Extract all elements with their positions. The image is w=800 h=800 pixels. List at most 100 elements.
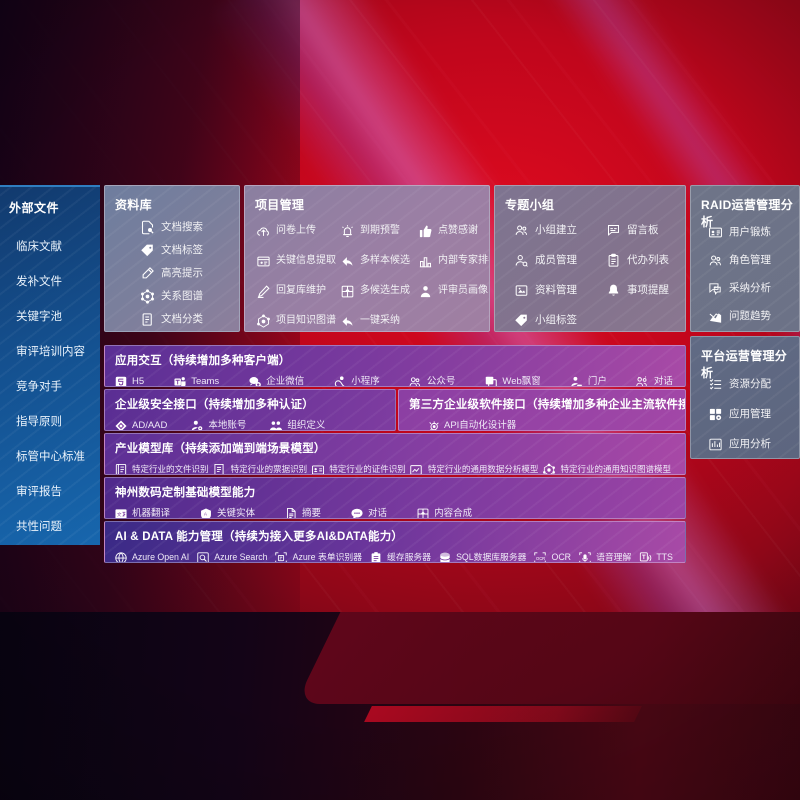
- item-cache-server[interactable]: 缓存服务器: [368, 550, 432, 563]
- item-teams[interactable]: Teams: [172, 374, 219, 386]
- item-label: AD/AAD: [132, 419, 168, 431]
- item-document-category[interactable]: 文档分类: [139, 308, 239, 331]
- item-app-manage[interactable]: 应用管理: [707, 399, 799, 429]
- azure-openai-icon: [113, 550, 128, 562]
- item-label: 特定行业的通用知识图谱模型: [560, 464, 671, 475]
- key-entity-icon: A: [198, 506, 213, 518]
- item-machine-translation[interactable]: 文 机器翻译: [113, 506, 170, 518]
- item-app-analysis[interactable]: 应用分析: [707, 429, 799, 458]
- item-project-knowledge-graph[interactable]: 项目知识图谱: [255, 308, 339, 331]
- item-label: 项目知识图谱: [276, 315, 336, 326]
- item-item-reminder[interactable]: 事项提醒: [605, 278, 685, 302]
- item-label: 特定行业的票据识别: [230, 464, 308, 475]
- item-role-manage[interactable]: 角色管理: [707, 246, 799, 274]
- item-content-synthesis[interactable]: 内容合成: [415, 506, 472, 518]
- item-expiry-alert[interactable]: 到期预警: [339, 218, 417, 244]
- panel-library-list: 文档搜索 文档标签 高亮提示 关系图谱 文档分类: [105, 216, 239, 331]
- sidebar-item-review-report[interactable]: 审评报告: [16, 486, 62, 498]
- item-key-entity[interactable]: A 关键实体: [198, 506, 255, 518]
- item-wecom[interactable]: 企业微信: [247, 374, 304, 386]
- role-manage-icon: [707, 252, 724, 269]
- item-relation-graph[interactable]: 关系图谱: [139, 285, 239, 308]
- sidebar-item-guiding-principles[interactable]: 指导原则: [16, 416, 62, 428]
- item-group-tag[interactable]: 小组标签: [513, 308, 605, 331]
- local-account-icon: [189, 418, 204, 430]
- summary-icon: [283, 506, 298, 518]
- item-label: 组织定义: [287, 419, 326, 431]
- item-highlight-hint[interactable]: 高亮提示: [139, 262, 239, 285]
- item-ocr[interactable]: OCR OCR: [532, 550, 571, 562]
- item-group-create[interactable]: 小组建立: [513, 218, 605, 242]
- item-user-training[interactable]: 用户锻炼: [707, 218, 799, 246]
- item-azure-openai[interactable]: Azure Open AI: [113, 550, 189, 562]
- item-resource-allocation[interactable]: 资源分配: [707, 369, 799, 399]
- item-web-float-window[interactable]: Web飘窗: [483, 374, 541, 386]
- item-multi-candidate-generation[interactable]: 多候选生成: [339, 278, 417, 304]
- item-reply-library-maintenance[interactable]: 回复库维护: [255, 278, 339, 304]
- document-category-icon: [139, 311, 156, 328]
- item-file-recognition[interactable]: 特定行业的文件识别: [113, 462, 209, 474]
- relation-graph-icon: [139, 288, 156, 305]
- item-azure-search[interactable]: Azure Search: [195, 550, 268, 563]
- sidebar-item-competitors[interactable]: 竞争对手: [16, 381, 62, 393]
- sidebar-item-supplement-file[interactable]: 发补文件: [16, 276, 62, 288]
- item-official-account[interactable]: 公众号: [408, 374, 455, 386]
- item-label: 问题趋势: [729, 309, 771, 322]
- item-label: 缓存服务器: [387, 552, 432, 563]
- sidebar-item-clinical-literature[interactable]: 临床文献: [16, 241, 62, 253]
- item-data-analysis-model[interactable]: 特定行业的通用数据分析模型: [409, 462, 538, 474]
- sidebar-list: 临床文献 发补文件 关键字池 审评培训内容 竞争对手 指导原则 标管中心标准 审…: [0, 230, 100, 545]
- item-thumbs-up-thanks[interactable]: 点赞感谢: [417, 218, 489, 244]
- svg-text:OCR: OCR: [536, 555, 545, 560]
- item-material-manage[interactable]: 资料管理: [513, 278, 605, 302]
- item-issue-trend[interactable]: 问题趋势: [707, 302, 799, 330]
- item-chat[interactable]: 对话: [349, 506, 387, 518]
- item-label: 应用管理: [729, 407, 771, 420]
- item-todo-list[interactable]: 代办列表: [605, 248, 685, 272]
- sidebar-item-keyword-pool[interactable]: 关键字池: [16, 311, 62, 323]
- item-message-board[interactable]: 留言板: [605, 218, 685, 242]
- item-sql-database[interactable]: SQL数据库服务器: [437, 550, 526, 562]
- item-miniprogram[interactable]: 小程序: [332, 374, 380, 386]
- item-knowledge-graph-model[interactable]: 特定行业的通用知识图谱模型: [541, 462, 671, 475]
- item-document-tag[interactable]: 文档标签: [139, 239, 239, 262]
- item-multi-sample-candidate[interactable]: 多样本候选: [339, 248, 417, 274]
- item-tts[interactable]: TTS: [637, 550, 673, 562]
- item-org-define[interactable]: 组织定义: [268, 418, 326, 431]
- item-azure-form-recognizer[interactable]: Azure 表单识别器: [274, 550, 362, 562]
- speech-understanding-icon: [577, 550, 592, 562]
- item-questionnaire-upload[interactable]: 问卷上传: [255, 218, 339, 244]
- sidebar-item-standards-center[interactable]: 标管中心标准: [16, 451, 85, 463]
- org-define-icon: [268, 418, 283, 430]
- data-analysis-model-icon: [409, 462, 424, 474]
- item-h5[interactable]: H5: [113, 374, 144, 386]
- item-label: 采纳分析: [729, 281, 771, 294]
- item-local-account[interactable]: 本地账号: [189, 418, 246, 430]
- item-receipt-recognition[interactable]: 特定行业的票据识别: [212, 462, 308, 475]
- item-summary[interactable]: 摘要: [283, 506, 321, 518]
- item-label: Azure Search: [214, 552, 268, 563]
- sidebar-item-review-training[interactable]: 审评培训内容: [16, 346, 85, 358]
- item-ad-aad[interactable]: AD/AAD: [113, 418, 168, 431]
- item-internal-expert-ranking[interactable]: 内部专家排名: [417, 248, 489, 274]
- row-security-items: AD/AAD 本地账号 组织定义: [113, 418, 391, 431]
- sidebar-item-common-issues[interactable]: 共性问题: [16, 521, 62, 533]
- item-portal[interactable]: 门户: [569, 374, 607, 386]
- item-one-click-adopt[interactable]: 一键采纳: [339, 308, 417, 331]
- item-label: 高亮提示: [161, 267, 203, 280]
- item-key-info-extract[interactable]: 关键信息提取: [255, 248, 339, 274]
- item-speech-understanding[interactable]: 语音理解: [577, 550, 631, 562]
- item-reviewer-portrait[interactable]: 评审员画像: [417, 278, 489, 304]
- item-adoption-analysis[interactable]: QA 采纳分析: [707, 274, 799, 302]
- azure-form-recognizer-icon: [274, 550, 289, 562]
- item-id-card-recognition[interactable]: 特定行业的证件识别: [310, 462, 406, 474]
- html5-icon: [113, 374, 128, 386]
- item-member-manage[interactable]: 成员管理: [513, 248, 605, 272]
- item-document-search[interactable]: 文档搜索: [139, 216, 239, 239]
- portal-icon: [569, 374, 584, 386]
- item-dialog[interactable]: 对话: [635, 374, 673, 387]
- item-api-designer[interactable]: API自动化设计器: [425, 418, 516, 430]
- id-card-recognition-icon: [310, 462, 325, 474]
- item-label: 对话: [653, 375, 673, 387]
- grid-spacer: [417, 308, 489, 331]
